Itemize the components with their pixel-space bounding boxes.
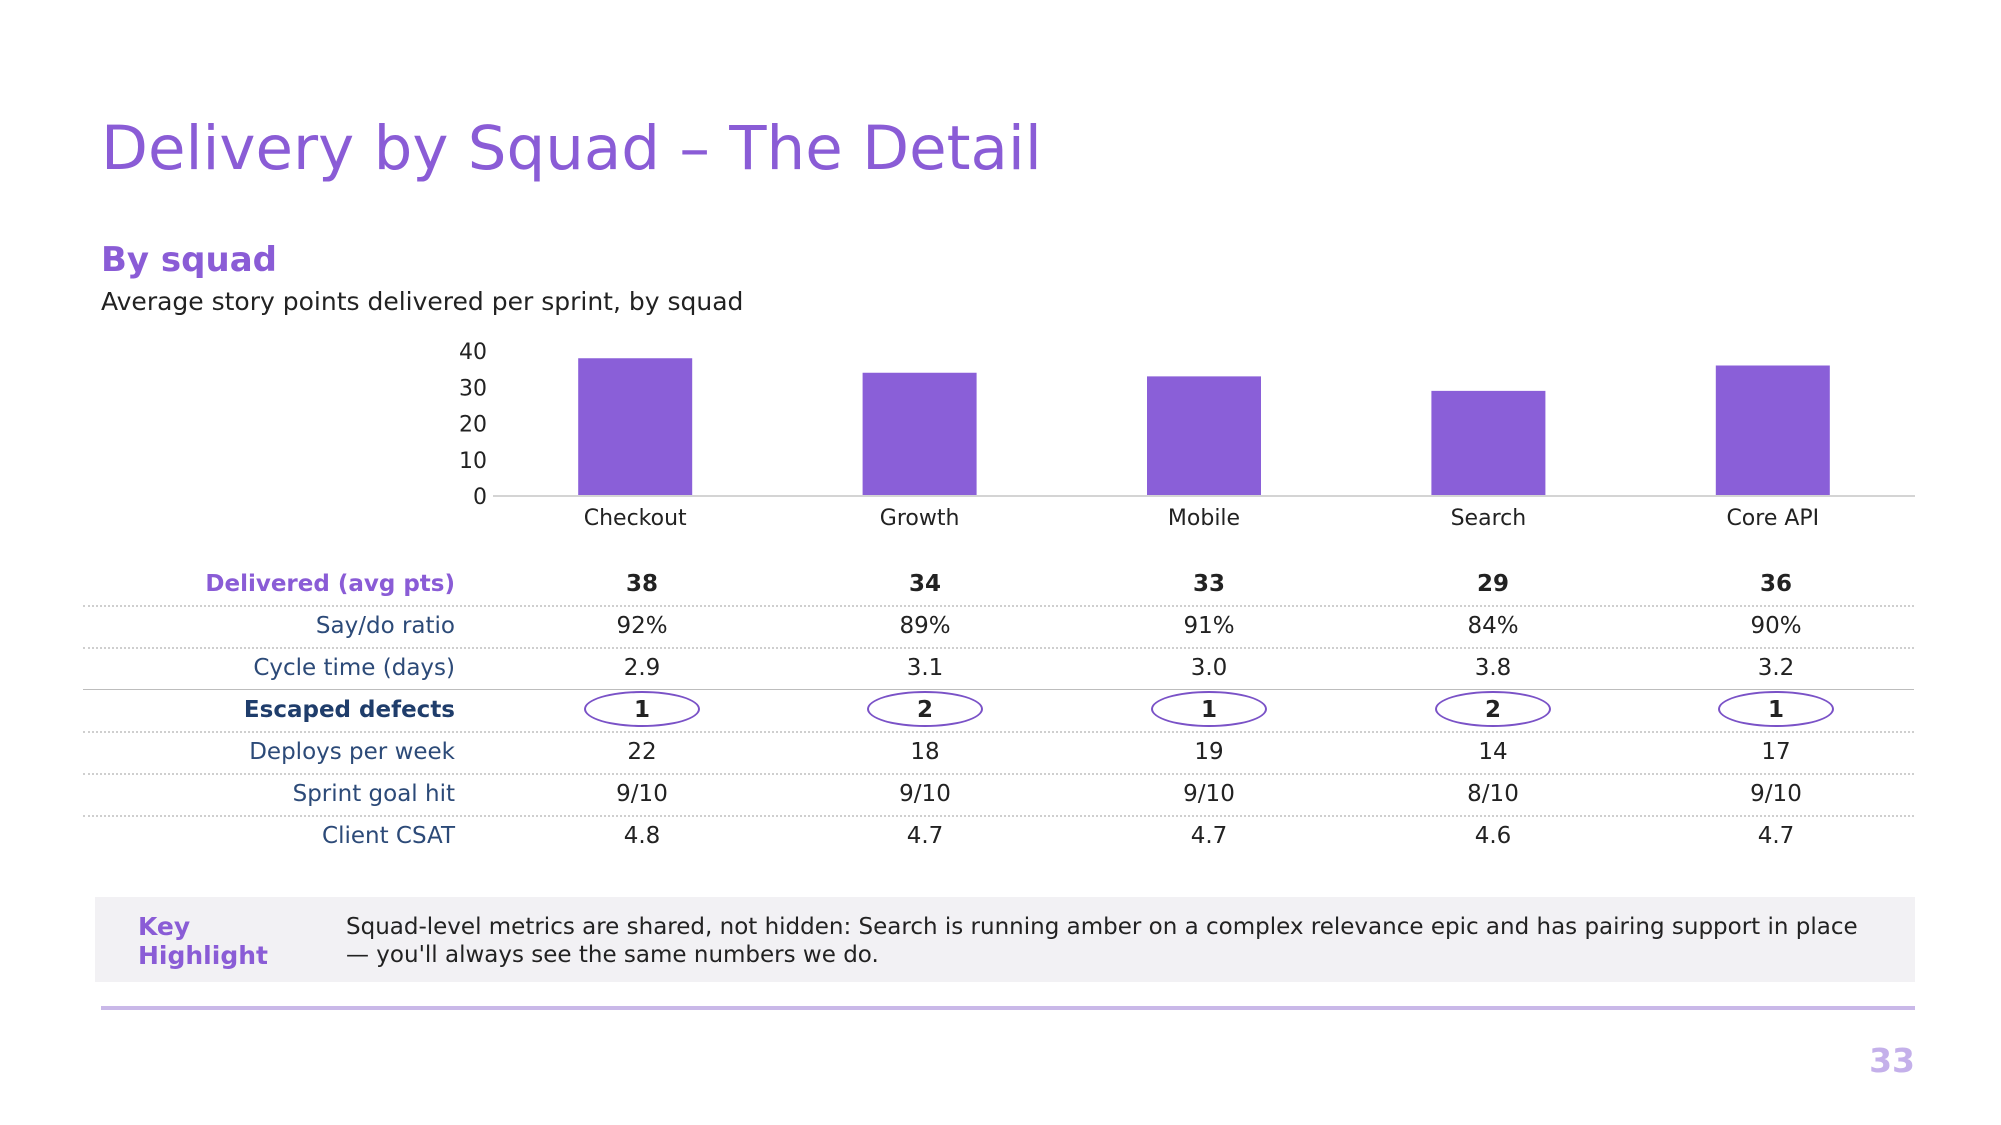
table-row-delivered: Delivered (avg pts) 38 34 33 29 36 (83, 563, 1914, 607)
y-tick-label: 10 (459, 449, 487, 474)
key-highlight-label: Key Highlight (138, 912, 268, 970)
table-cell: 1 (1200, 697, 1217, 723)
section-heading: By squad (101, 240, 277, 280)
table-cell: 4.7 (906, 823, 944, 849)
row-label: Client CSAT (322, 823, 455, 849)
table-row-sprint-goal: Sprint goal hit 9/10 9/10 9/10 8/10 9/10 (83, 773, 1914, 817)
table-row-say-do: Say/do ratio 92% 89% 91% 84% 90% (83, 605, 1914, 649)
row-label: Delivered (avg pts) (205, 571, 455, 597)
chart-subtitle: Average story points delivered per sprin… (101, 287, 744, 316)
table-cell: 14 (1478, 739, 1508, 765)
bar (1715, 365, 1830, 496)
highlight-circle (1435, 691, 1551, 727)
table-cell: 3.2 (1757, 655, 1795, 681)
table-cell: 18 (910, 739, 940, 765)
key-highlight-text: Squad-level metrics are shared, not hidd… (346, 914, 1858, 968)
table-cell: 1 (1767, 697, 1784, 723)
y-tick-label: 20 (459, 413, 487, 438)
table-row-escaped-defects: Escaped defects 1 2 1 2 1 (83, 689, 1914, 733)
table-cell: 84% (1467, 613, 1519, 639)
bar (578, 358, 693, 496)
y-tick-label: 40 (459, 340, 487, 365)
table-cell: 9/10 (616, 781, 668, 807)
table-cell: 91% (1183, 613, 1235, 639)
x-tick-label: Search (1451, 506, 1527, 531)
table-cell: 8/10 (1467, 781, 1519, 807)
table-cell: 4.7 (1757, 823, 1795, 849)
table-cell: 33 (1192, 571, 1225, 597)
table-cell: 90% (1750, 613, 1802, 639)
row-label: Escaped defects (243, 697, 455, 723)
highlight-circle (1718, 691, 1834, 727)
x-tick-label: Mobile (1168, 506, 1240, 531)
table-cell: 89% (899, 613, 951, 639)
table-row-cycle-time: Cycle time (days) 2.9 3.1 3.0 3.8 3.2 (83, 647, 1914, 690)
table-cell: 4.6 (1474, 823, 1512, 849)
table-cell: 92% (616, 613, 668, 639)
bar (1431, 390, 1546, 496)
table-cell: 38 (625, 571, 658, 597)
key-highlight-box: Key Highlight Squad-level metrics are sh… (95, 897, 1915, 982)
table-cell: 9/10 (899, 781, 951, 807)
x-tick-label: Checkout (584, 506, 687, 531)
table-cell: 29 (1476, 571, 1509, 597)
table-cell: 34 (908, 571, 941, 597)
table-cell: 3.1 (906, 655, 944, 681)
table-cell: 2.9 (623, 655, 661, 681)
y-tick-label: 30 (459, 376, 487, 401)
table-cell: 2 (916, 697, 933, 723)
bar (1147, 376, 1261, 496)
row-label: Sprint goal hit (292, 781, 455, 807)
table-row-csat: Client CSAT 4.8 4.7 4.7 4.6 4.7 (83, 815, 1914, 857)
x-tick-label: Core API (1726, 506, 1819, 531)
table-cell: 2 (1484, 697, 1501, 723)
highlight-circle (584, 691, 700, 727)
bar (862, 372, 977, 496)
row-label: Cycle time (days) (253, 655, 455, 681)
footer-divider (101, 1006, 1915, 1010)
table-cell: 17 (1761, 739, 1791, 765)
page-number: 33 (1869, 1041, 1915, 1080)
table-cell: 4.8 (623, 823, 661, 849)
table-cell: 22 (627, 739, 657, 765)
x-tick-label: Growth (880, 506, 960, 531)
table-cell: 4.7 (1190, 823, 1228, 849)
table-cell: 1 (633, 697, 650, 723)
table-cell: 36 (1759, 571, 1792, 597)
y-tick-label: 0 (473, 485, 487, 510)
bar-chart: 0 10 20 30 40 Checkout Growth Mobile Search Core … (459, 340, 1915, 531)
table-cell: 9/10 (1750, 781, 1802, 807)
highlight-circle (867, 691, 983, 727)
slide-title: Delivery by Squad – The Detail (101, 113, 1042, 184)
table-cell: 9/10 (1183, 781, 1235, 807)
row-label: Deploys per week (249, 739, 455, 765)
highlight-circle (1151, 691, 1267, 727)
row-label: Say/do ratio (315, 613, 455, 639)
table-cell: 3.8 (1474, 655, 1512, 681)
table-cell: 3.0 (1190, 655, 1228, 681)
table-cell: 19 (1194, 739, 1224, 765)
table-row-deploys: Deploys per week 22 18 19 14 17 (83, 731, 1914, 775)
